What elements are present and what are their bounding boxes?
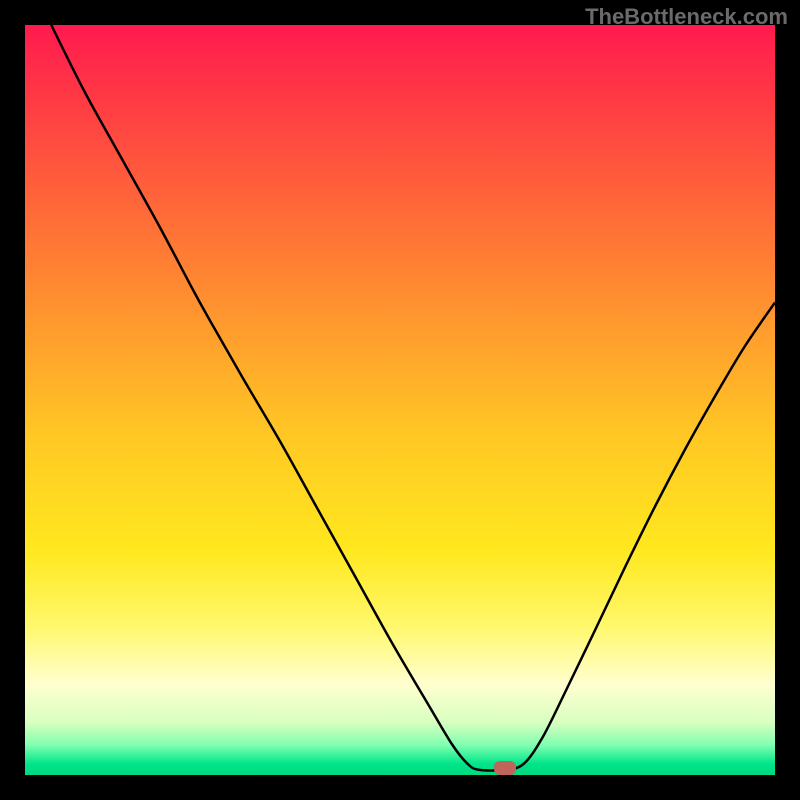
plot-area xyxy=(25,25,775,775)
optimum-marker xyxy=(494,761,516,775)
bottleneck-curve xyxy=(25,25,775,775)
watermark-text: TheBottleneck.com xyxy=(585,4,788,30)
